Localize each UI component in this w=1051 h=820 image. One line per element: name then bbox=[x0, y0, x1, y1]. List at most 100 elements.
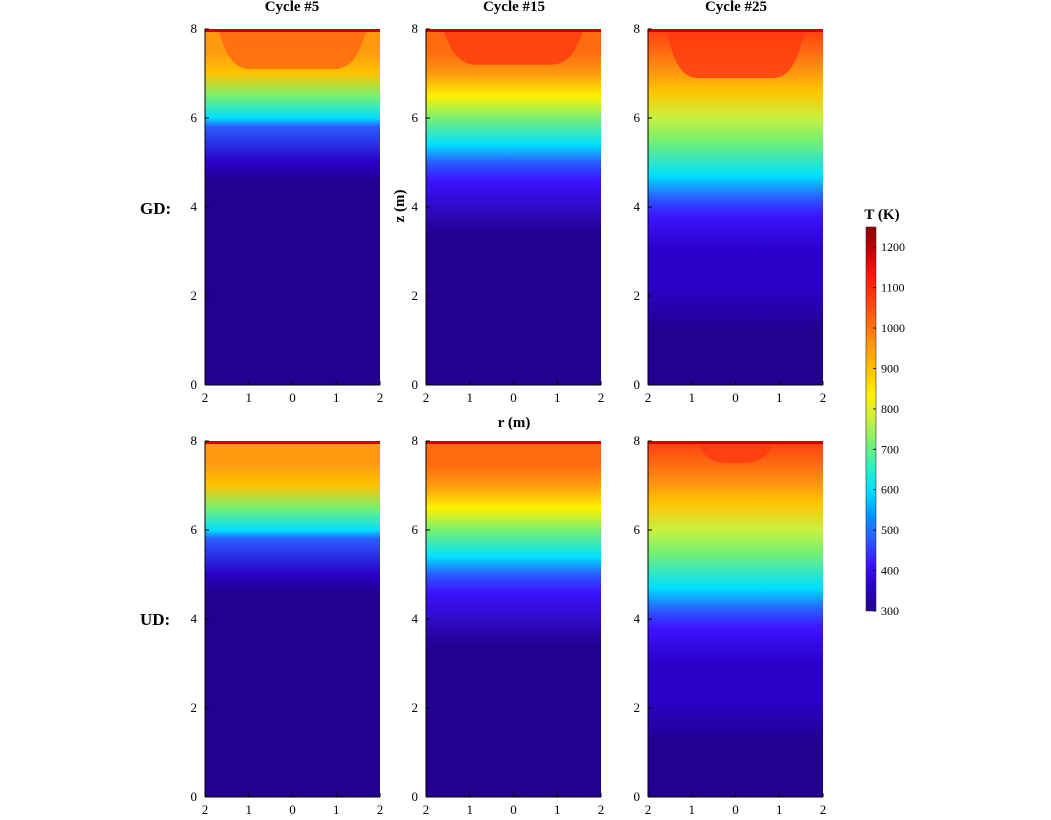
colorbar bbox=[865, 226, 877, 612]
colorbar-ticks: 300 400 500 600 700 800 900 1000 1100 1200 bbox=[873, 240, 905, 618]
y-tick-label: 6 bbox=[412, 522, 419, 537]
x-axis-label: r (m) bbox=[498, 415, 531, 431]
hot-zone bbox=[694, 441, 777, 464]
surface-rim bbox=[648, 29, 823, 32]
x-tick-label: 0 bbox=[732, 802, 739, 817]
x-tick-label: 2 bbox=[377, 390, 384, 405]
x-tick-label: 1 bbox=[246, 390, 253, 405]
y-tick-label: 4 bbox=[412, 199, 419, 214]
colorbar-tick-label: 900 bbox=[881, 361, 899, 375]
surface-rim bbox=[426, 441, 601, 444]
x-tick-label: 1 bbox=[554, 390, 561, 405]
colorbar-tick-label: 800 bbox=[881, 402, 899, 416]
y-tick-label: 8 bbox=[634, 433, 641, 448]
temperature-field bbox=[648, 441, 823, 797]
temperature-field bbox=[205, 29, 380, 385]
temperature-field bbox=[648, 29, 823, 385]
y-tick-label: 4 bbox=[634, 199, 641, 214]
y-tick-label: 0 bbox=[412, 789, 419, 804]
hot-zone bbox=[216, 29, 369, 70]
y-tick-label: 2 bbox=[191, 288, 198, 303]
y-tick-label: 0 bbox=[191, 377, 198, 392]
y-tick-label: 8 bbox=[191, 433, 198, 448]
x-tick-label: 1 bbox=[689, 802, 696, 817]
x-tick-label: 2 bbox=[377, 802, 384, 817]
x-tick-label: 1 bbox=[467, 802, 474, 817]
temperature-field bbox=[426, 441, 601, 797]
x-tick-label: 2 bbox=[645, 390, 652, 405]
y-tick-label: 2 bbox=[191, 700, 198, 715]
temperature-field bbox=[205, 441, 380, 797]
surface-rim bbox=[205, 441, 380, 444]
colorbar-tick-label: 400 bbox=[881, 564, 899, 578]
y-tick-label: 2 bbox=[412, 700, 419, 715]
x-tick-label: 1 bbox=[776, 802, 783, 817]
surface-rim bbox=[648, 441, 823, 444]
y-tick-label: 6 bbox=[634, 522, 641, 537]
colorbar-tick-label: 300 bbox=[881, 604, 899, 618]
row-label-ud: UD: bbox=[140, 610, 170, 629]
y-tick-label: 6 bbox=[191, 110, 198, 125]
panel-title-cycle-5: Cycle #5 bbox=[265, 0, 320, 15]
panel-title-cycle-15: Cycle #15 bbox=[483, 0, 545, 15]
colorbar-tick-label: 1200 bbox=[881, 240, 905, 254]
colorbar-tick-label: 500 bbox=[881, 523, 899, 537]
y-tick-label: 6 bbox=[634, 110, 641, 125]
x-tick-label: 1 bbox=[554, 802, 561, 817]
x-tick-label: 0 bbox=[732, 390, 739, 405]
colorbar-tick-label: 1000 bbox=[881, 321, 905, 335]
colorbar-tick-label: 700 bbox=[881, 442, 899, 456]
y-tick-label: 0 bbox=[634, 789, 641, 804]
y-tick-label: 2 bbox=[412, 288, 419, 303]
x-tick-label: 1 bbox=[689, 390, 696, 405]
y-tick-label: 0 bbox=[634, 377, 641, 392]
x-tick-label: 0 bbox=[289, 390, 296, 405]
panel-title-cycle-25: Cycle #25 bbox=[705, 0, 767, 15]
x-tick-label: 1 bbox=[246, 802, 253, 817]
x-tick-label: 2 bbox=[202, 390, 209, 405]
y-tick-label: 4 bbox=[191, 199, 198, 214]
y-tick-label: 8 bbox=[634, 21, 641, 36]
y-tick-label: 8 bbox=[412, 433, 419, 448]
hot-zone bbox=[663, 29, 808, 78]
x-tick-label: 2 bbox=[598, 802, 605, 817]
y-tick-label: 6 bbox=[412, 110, 419, 125]
y-tick-label: 8 bbox=[412, 21, 419, 36]
colorbar-tick-label: 600 bbox=[881, 483, 899, 497]
x-tick-label: 1 bbox=[467, 390, 474, 405]
y-tick-label: 4 bbox=[412, 611, 419, 626]
row-label-gd: GD: bbox=[140, 199, 171, 218]
x-tick-label: 1 bbox=[333, 802, 340, 817]
x-tick-label: 1 bbox=[776, 390, 783, 405]
y-tick-label: 2 bbox=[634, 700, 641, 715]
x-tick-label: 0 bbox=[289, 802, 296, 817]
x-tick-label: 2 bbox=[820, 802, 827, 817]
y-tick-label: 8 bbox=[191, 21, 198, 36]
x-tick-label: 1 bbox=[333, 390, 340, 405]
x-tick-label: 0 bbox=[510, 390, 517, 405]
y-tick-label: 0 bbox=[191, 789, 198, 804]
y-tick-label: 6 bbox=[191, 522, 198, 537]
surface-rim bbox=[426, 29, 601, 32]
colorbar-title: T (K) bbox=[864, 207, 899, 223]
x-tick-label: 2 bbox=[423, 390, 430, 405]
y-tick-label: 4 bbox=[634, 611, 641, 626]
y-tick-label: 2 bbox=[634, 288, 641, 303]
y-axis-label: z (m) bbox=[392, 190, 408, 223]
y-tick-label: 4 bbox=[191, 611, 198, 626]
x-tick-label: 2 bbox=[423, 802, 430, 817]
colorbar-tick-label: 1100 bbox=[881, 281, 905, 295]
y-tick-label: 0 bbox=[412, 377, 419, 392]
x-tick-label: 2 bbox=[598, 390, 605, 405]
hot-zone bbox=[441, 29, 586, 65]
x-tick-label: 2 bbox=[820, 390, 827, 405]
temperature-field bbox=[426, 29, 601, 385]
